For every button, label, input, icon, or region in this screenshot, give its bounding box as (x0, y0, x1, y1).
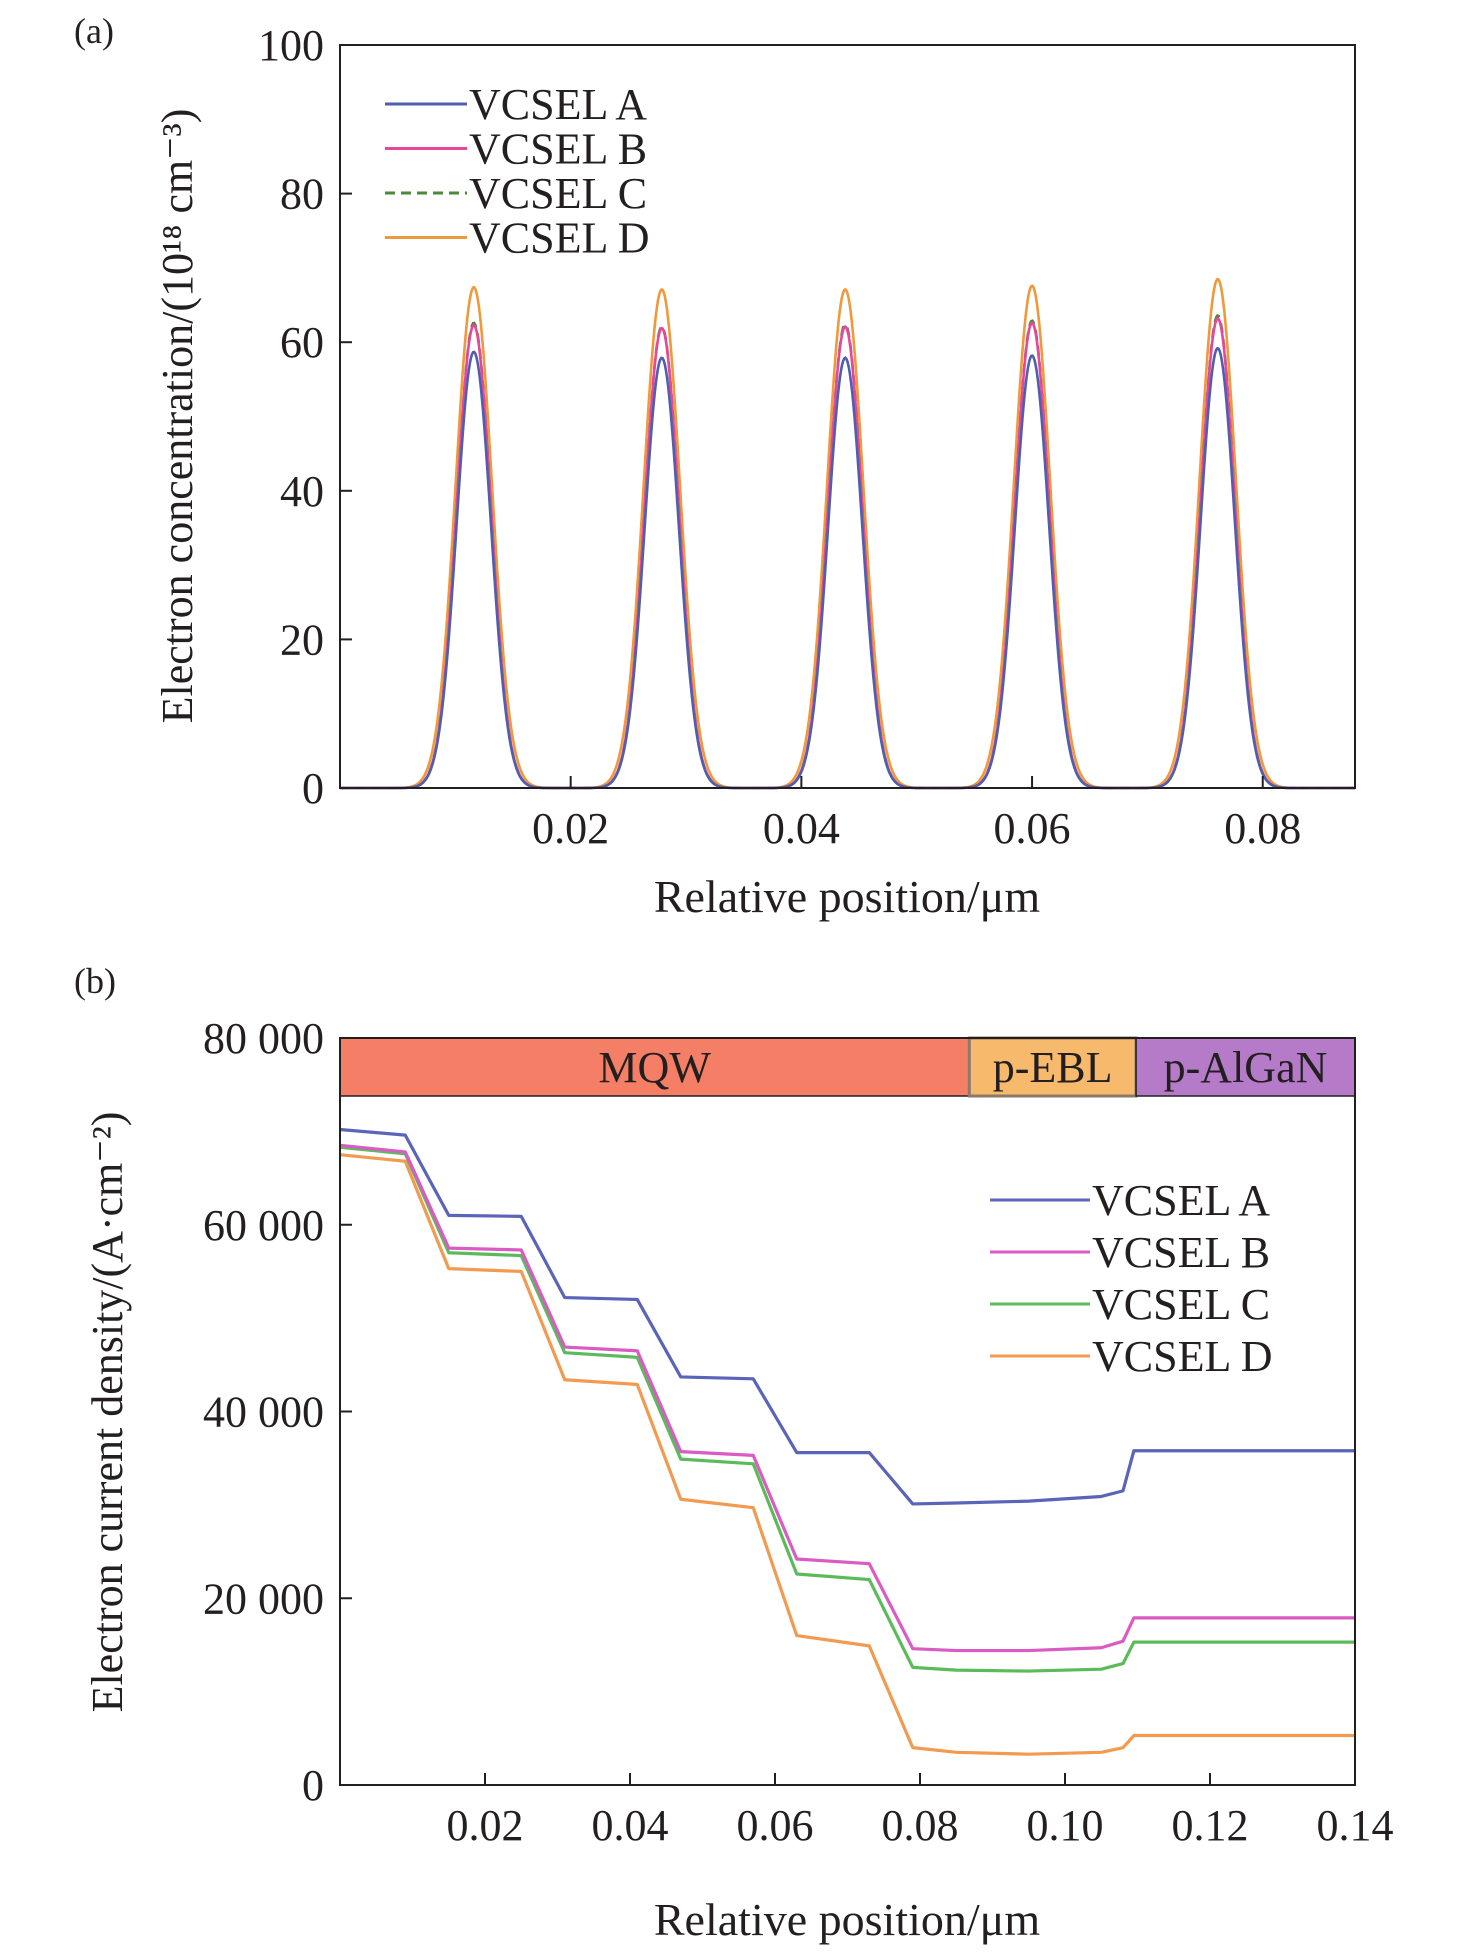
panel-a-y-tick-label: 20 (280, 615, 324, 664)
panel-b-series-line-vcsel-c (339, 1145, 1355, 1673)
panel-b-series (339, 1127, 1355, 1756)
panel-b-x-tick-label: 0.10 (1027, 1801, 1104, 1850)
panel-b-legend-label: VCSEL C (1092, 1280, 1270, 1329)
panel-a-y-tick-label: 0 (302, 764, 324, 813)
panel-a-x-tick-label: 0.02 (532, 804, 609, 853)
panel-a-y-tick-label: 60 (280, 318, 324, 367)
panel-b-label: (b) (74, 961, 116, 1001)
panel-a-y-axis-label: Electron concentration/(10¹⁸ cm⁻³) (153, 109, 202, 724)
panel-a-legend-label: VCSEL D (469, 214, 650, 263)
panel-a-series-line-vcsel-d (340, 277, 1355, 790)
panel-a-series (340, 277, 1355, 790)
panel-b-legend-label: VCSEL B (1092, 1228, 1270, 1277)
panel-a-series-line-vcsel-a (340, 346, 1355, 790)
panel-b-y-axis-label: Electron current density/(A·cm⁻²) (83, 1112, 132, 1713)
panel-a-x-axis-label: Relative position/μm (654, 871, 1040, 922)
panel-b-x-tick-label: 0.14 (1317, 1801, 1394, 1850)
panel-a-y-tick-label: 80 (280, 170, 324, 219)
panel-a-x-tick-label: 0.06 (994, 804, 1071, 853)
region-label: p-EBL (993, 1043, 1113, 1092)
panel-b-x-tick-label: 0.12 (1172, 1801, 1249, 1850)
panel-b-y-tick-label: 40 000 (203, 1388, 324, 1437)
panel-b-plot-frame (339, 1037, 1356, 1786)
panel-a-legend-label: VCSEL B (469, 125, 647, 174)
panel-b-y-tick-label: 20 000 (203, 1574, 324, 1623)
panel-b-y-tick-label: 80 000 (203, 1014, 324, 1063)
panel-b-legend-label: VCSEL A (1092, 1176, 1270, 1225)
panel-b-x-axis-label: Relative position/μm (654, 1894, 1040, 1945)
region-p-algan (1135, 1037, 1356, 1097)
panel-a-x-tick-label: 0.04 (763, 804, 840, 853)
panel-b-x-tick-label: 0.02 (447, 1801, 524, 1850)
panel-b-x-tick-label: 0.06 (737, 1801, 814, 1850)
panel-a-legend-label: VCSEL A (469, 80, 647, 129)
region-label: MQW (598, 1043, 711, 1092)
region-p-ebl (967, 1036, 1138, 1098)
panel-b-x-tick-label: 0.04 (592, 1801, 669, 1850)
panel-b-y-tick-label: 0 (302, 1761, 324, 1810)
panel-a-legend-label: VCSEL C (469, 169, 647, 218)
panel-b-legend-label: VCSEL D (1092, 1332, 1273, 1381)
panel-b-x-tick-label: 0.08 (882, 1801, 959, 1850)
panel-a-x-tick-label: 0.08 (1224, 804, 1301, 853)
panel-b-series-line-vcsel-a (339, 1127, 1355, 1506)
panel-a-plot-frame (339, 44, 1356, 789)
panel-b-region-bar: MQW p-EBL p-AlGaN (339, 1036, 1356, 1098)
region-label: p-AlGaN (1164, 1043, 1328, 1092)
panel-b-y-tick-label: 60 000 (203, 1201, 324, 1250)
panel-a-y-tick-label: 40 (280, 467, 324, 516)
panel-a-y-tick-label: 100 (258, 21, 324, 70)
panel-b-series-line-vcsel-d (339, 1153, 1355, 1756)
panel-b: (b) MQW p-EBL p-AlGaN 0.02 0.04 0.06 0.08 0.10… (74, 961, 1394, 1945)
panel-a-label: (a) (74, 11, 114, 51)
panel-b-series-line-vcsel-b (339, 1143, 1355, 1653)
panel-a: (a) 0.02 0.04 0.06 0.08 0 20 40 60 80 100 VCSEL A… (74, 11, 1356, 922)
